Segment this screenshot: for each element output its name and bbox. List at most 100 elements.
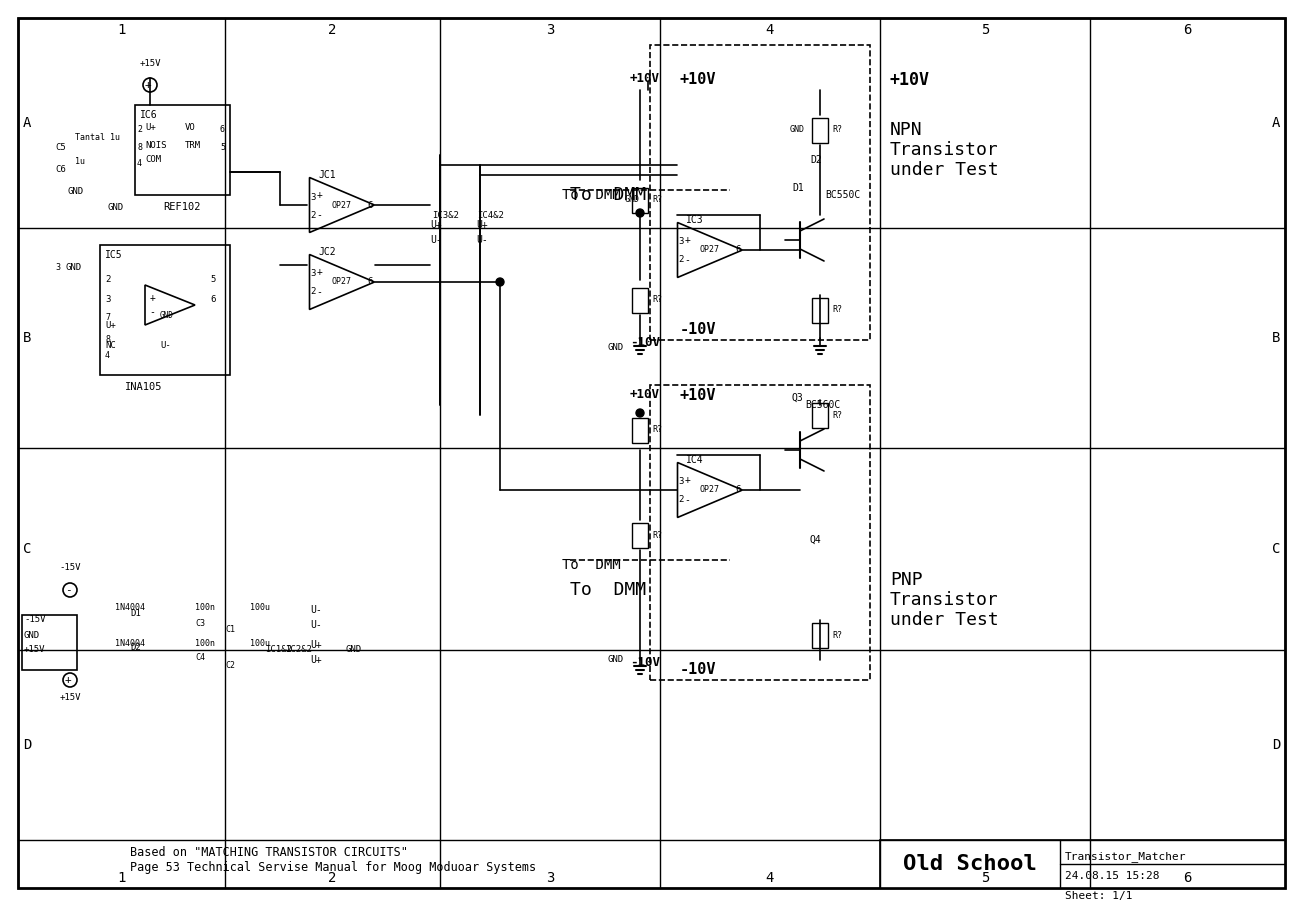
Text: +15V: +15V (59, 693, 81, 702)
Text: 6: 6 (367, 277, 373, 286)
Text: 4: 4 (766, 23, 774, 37)
Text: U-: U- (310, 605, 322, 615)
Text: 7: 7 (106, 313, 109, 323)
Text: 24.08.15 15:28: 24.08.15 15:28 (1065, 871, 1160, 881)
Text: GND: GND (607, 343, 623, 352)
Text: GND: GND (23, 631, 40, 640)
Text: GND: GND (66, 188, 83, 197)
Circle shape (496, 278, 504, 286)
Text: 100n: 100n (195, 603, 215, 612)
Text: D: D (23, 738, 31, 752)
Text: NPN: NPN (890, 121, 923, 139)
Text: INA105: INA105 (125, 382, 163, 392)
Text: 8: 8 (106, 335, 109, 344)
Text: 5: 5 (210, 275, 215, 284)
Text: R?: R? (652, 531, 662, 539)
Text: Transistor: Transistor (890, 591, 999, 609)
Bar (880, 840, 1285, 888)
Text: 1: 1 (117, 871, 125, 885)
Circle shape (63, 583, 77, 597)
Text: 100n: 100n (195, 639, 215, 648)
Text: U+: U+ (145, 122, 156, 131)
Text: To  DMM: To DMM (562, 188, 620, 202)
Text: U+: U+ (310, 655, 322, 665)
Text: +10V: +10V (629, 388, 661, 400)
Text: 2: 2 (678, 255, 683, 265)
Text: COM: COM (145, 156, 162, 165)
Text: +: + (65, 675, 72, 685)
Text: IC4&2: IC4&2 (477, 210, 504, 219)
Text: U-: U- (430, 235, 442, 245)
Text: BC550C: BC550C (825, 190, 860, 200)
Text: IC3&2: IC3&2 (433, 210, 459, 219)
Bar (632, 188, 648, 213)
Text: 5: 5 (981, 23, 989, 37)
Text: 100u: 100u (250, 603, 270, 612)
Text: -: - (150, 307, 155, 317)
Text: R?: R? (652, 426, 662, 435)
Text: 5: 5 (220, 142, 225, 151)
Text: GND: GND (625, 196, 640, 205)
Text: 1N4004: 1N4004 (115, 603, 145, 612)
Bar (812, 403, 827, 428)
Text: JC1: JC1 (318, 170, 336, 180)
Text: -10V: -10V (629, 656, 661, 669)
Text: B: B (23, 331, 31, 345)
Text: +: + (145, 80, 151, 90)
Text: R?: R? (833, 126, 842, 134)
Text: 3: 3 (310, 192, 315, 201)
Text: To  DMM: To DMM (569, 186, 646, 204)
Text: GND: GND (790, 126, 805, 134)
Text: U-: U- (310, 620, 322, 630)
Text: +10V: +10V (629, 72, 661, 84)
Text: Based on "MATCHING TRANSISTOR CIRCUITS": Based on "MATCHING TRANSISTOR CIRCUITS" (130, 845, 408, 859)
Text: D1: D1 (130, 609, 141, 618)
Bar (650, 45, 870, 340)
Text: IC3: IC3 (687, 215, 704, 225)
Text: D: D (1272, 738, 1280, 752)
Text: U-: U- (476, 235, 487, 245)
Text: C5: C5 (55, 143, 65, 152)
Text: under Test: under Test (890, 611, 999, 629)
Text: C: C (1272, 542, 1280, 556)
Text: U-: U- (160, 341, 171, 350)
Text: Q3: Q3 (792, 393, 804, 403)
Bar (100, 245, 231, 375)
Text: Sheet: 1/1: Sheet: 1/1 (1065, 891, 1132, 901)
Bar (632, 418, 648, 443)
Bar (812, 623, 827, 648)
Text: 2: 2 (328, 871, 336, 885)
Text: +15V: +15V (139, 60, 160, 69)
Text: 4: 4 (137, 159, 142, 168)
Text: 3: 3 (106, 295, 111, 304)
Text: 3: 3 (546, 871, 554, 885)
Text: OP27: OP27 (700, 486, 721, 495)
Text: 1: 1 (117, 23, 125, 37)
Text: Tantal 1u: Tantal 1u (76, 133, 120, 142)
Text: TRM: TRM (185, 140, 201, 149)
Text: 3: 3 (310, 269, 315, 278)
Text: +: + (317, 190, 322, 200)
Text: A: A (23, 116, 31, 130)
Text: GND: GND (108, 204, 124, 213)
Text: IC6: IC6 (139, 110, 158, 120)
Text: To  DMM: To DMM (562, 558, 620, 572)
Text: 1u: 1u (76, 158, 85, 167)
Text: IC2&2: IC2&2 (285, 645, 311, 654)
Text: GND: GND (65, 264, 81, 273)
Text: GND: GND (345, 645, 361, 654)
Text: 4: 4 (106, 351, 109, 360)
Text: 4: 4 (766, 871, 774, 885)
Text: U+: U+ (310, 640, 322, 650)
Text: 8: 8 (137, 142, 142, 151)
Text: C6: C6 (55, 166, 65, 175)
Text: 6: 6 (735, 246, 740, 255)
Text: +15V: +15V (23, 645, 46, 654)
Text: C1: C1 (225, 625, 235, 634)
Text: +10V: +10V (890, 71, 930, 89)
Text: 6: 6 (220, 126, 225, 134)
Text: C4: C4 (195, 653, 205, 662)
Text: 1N4004: 1N4004 (115, 639, 145, 648)
Text: OP27: OP27 (700, 246, 721, 255)
Text: -15V: -15V (23, 615, 46, 624)
